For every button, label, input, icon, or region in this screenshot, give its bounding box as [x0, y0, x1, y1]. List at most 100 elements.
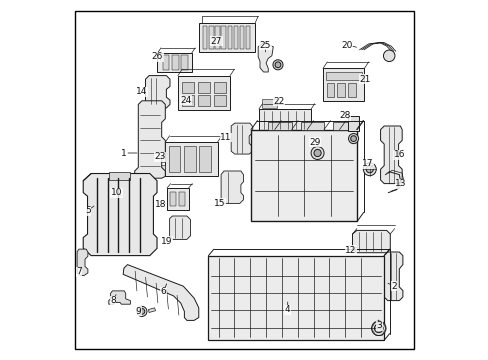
Bar	[199, 146, 210, 172]
Bar	[168, 146, 180, 172]
Text: 21: 21	[359, 75, 370, 84]
Bar	[215, 26, 219, 49]
Text: 13: 13	[394, 179, 406, 188]
Bar	[170, 192, 176, 206]
Bar	[161, 156, 165, 162]
Bar	[332, 122, 356, 130]
Bar	[157, 53, 191, 72]
Text: 11: 11	[220, 133, 231, 142]
Bar	[183, 146, 195, 172]
Bar	[198, 82, 210, 93]
Text: 3: 3	[376, 321, 382, 330]
Text: 12: 12	[345, 246, 356, 255]
Polygon shape	[83, 174, 157, 256]
Bar	[245, 26, 250, 49]
Circle shape	[137, 306, 146, 316]
Circle shape	[272, 60, 283, 70]
Text: 29: 29	[308, 138, 320, 147]
Polygon shape	[258, 42, 273, 72]
Bar	[347, 116, 358, 131]
Text: 23: 23	[154, 152, 165, 161]
Polygon shape	[169, 216, 190, 239]
Text: 7: 7	[76, 267, 81, 276]
Polygon shape	[221, 171, 243, 203]
Polygon shape	[145, 76, 170, 108]
Text: 8: 8	[110, 296, 116, 305]
Circle shape	[313, 149, 321, 157]
Bar	[109, 172, 130, 180]
Bar	[172, 55, 178, 70]
Bar	[163, 55, 169, 70]
Polygon shape	[108, 291, 130, 304]
Circle shape	[371, 321, 385, 336]
Circle shape	[383, 50, 394, 62]
Bar	[233, 26, 238, 49]
Bar	[326, 83, 334, 97]
Polygon shape	[384, 252, 402, 301]
Bar	[161, 147, 165, 153]
Circle shape	[350, 136, 356, 141]
Bar	[213, 82, 225, 93]
Text: 16: 16	[393, 150, 404, 159]
Circle shape	[363, 163, 375, 176]
Bar	[221, 26, 225, 49]
Polygon shape	[231, 123, 252, 154]
Polygon shape	[134, 101, 165, 178]
Bar	[181, 55, 187, 70]
Text: 26: 26	[151, 52, 163, 61]
Bar	[250, 130, 356, 221]
Polygon shape	[352, 230, 389, 253]
Bar	[322, 68, 364, 101]
Bar	[261, 99, 276, 108]
Text: 24: 24	[180, 95, 191, 104]
Circle shape	[366, 166, 373, 173]
Bar	[325, 72, 361, 80]
Text: 14: 14	[136, 87, 147, 96]
Bar	[213, 95, 225, 106]
Bar	[208, 256, 384, 340]
Text: 6: 6	[160, 287, 166, 296]
Bar	[209, 26, 213, 49]
Text: 2: 2	[390, 282, 396, 291]
Polygon shape	[123, 265, 199, 320]
Text: 20: 20	[341, 40, 352, 49]
Text: 18: 18	[155, 200, 166, 209]
Circle shape	[348, 134, 358, 144]
Text: 9: 9	[135, 307, 141, 316]
Bar	[239, 26, 244, 49]
Bar	[347, 83, 355, 97]
Text: 4: 4	[285, 305, 290, 314]
Bar	[179, 192, 185, 206]
Bar	[199, 23, 255, 52]
Bar	[268, 122, 291, 130]
Bar	[300, 122, 324, 130]
Text: 5: 5	[85, 206, 91, 215]
Text: 17: 17	[361, 159, 373, 168]
Circle shape	[139, 309, 144, 314]
Bar	[198, 95, 210, 106]
Text: 1: 1	[121, 149, 126, 158]
Polygon shape	[77, 249, 88, 275]
Text: 15: 15	[214, 199, 225, 208]
Bar	[165, 142, 217, 176]
Bar	[337, 83, 345, 97]
Text: 10: 10	[111, 188, 122, 197]
Text: 25: 25	[259, 40, 270, 49]
Bar	[182, 82, 194, 93]
Bar	[182, 95, 194, 106]
Bar	[167, 188, 188, 210]
Bar	[227, 26, 231, 49]
Bar	[161, 165, 165, 171]
Bar	[258, 109, 310, 131]
Text: 19: 19	[161, 237, 172, 246]
Circle shape	[275, 62, 280, 68]
Polygon shape	[380, 126, 401, 184]
Bar	[178, 76, 230, 110]
Text: 28: 28	[338, 111, 349, 120]
Text: 27: 27	[210, 37, 222, 46]
Polygon shape	[148, 308, 155, 312]
Circle shape	[374, 324, 382, 333]
Bar	[203, 26, 207, 49]
Text: 22: 22	[272, 97, 284, 106]
Circle shape	[310, 147, 324, 159]
